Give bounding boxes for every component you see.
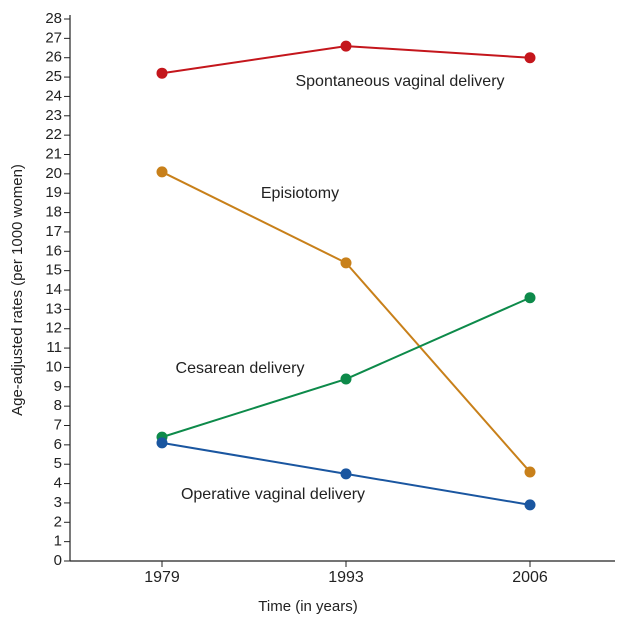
y-tick-label: 0 bbox=[54, 552, 62, 569]
y-axis-label: Age-adjusted rates (per 1000 women) bbox=[9, 164, 26, 416]
data-point bbox=[156, 166, 168, 178]
y-tick-label: 11 bbox=[46, 339, 62, 356]
y-tick-label: 2 bbox=[54, 513, 62, 530]
y-tick-label: 9 bbox=[54, 378, 62, 395]
y-tick-label: 22 bbox=[45, 126, 62, 143]
x-tick-label: 1979 bbox=[144, 569, 180, 586]
y-tick-label: 3 bbox=[54, 494, 62, 511]
y-tick-label: 17 bbox=[45, 223, 62, 240]
series-label: Episiotomy bbox=[261, 185, 339, 202]
y-tick-label: 14 bbox=[45, 281, 62, 298]
data-point bbox=[340, 40, 352, 52]
y-tick-label: 26 bbox=[45, 49, 62, 66]
y-tick-label: 25 bbox=[45, 68, 62, 85]
x-axis-label: Time (in years) bbox=[258, 598, 357, 615]
data-point bbox=[524, 292, 536, 304]
y-tick-label: 16 bbox=[45, 242, 62, 259]
data-point bbox=[524, 466, 536, 478]
data-point bbox=[524, 52, 536, 64]
y-tick-label: 13 bbox=[45, 300, 62, 317]
y-tick-label: 28 bbox=[45, 10, 62, 27]
y-tick-label: 27 bbox=[45, 29, 62, 46]
y-tick-label: 23 bbox=[45, 107, 62, 124]
data-point bbox=[156, 437, 168, 449]
y-tick-label: 20 bbox=[45, 165, 62, 182]
y-tick-label: 12 bbox=[45, 320, 62, 337]
x-tick-label: 1993 bbox=[328, 569, 364, 586]
series-label: Operative vaginal delivery bbox=[181, 486, 365, 503]
y-tick-label: 15 bbox=[45, 262, 62, 279]
y-tick-label: 7 bbox=[54, 416, 62, 433]
data-point bbox=[340, 257, 352, 269]
y-tick-label: 24 bbox=[45, 87, 62, 104]
y-tick-label: 10 bbox=[45, 358, 62, 375]
y-tick-label: 6 bbox=[54, 436, 62, 453]
y-tick-label: 18 bbox=[45, 204, 62, 221]
series-label: Spontaneous vaginal delivery bbox=[295, 73, 504, 90]
y-tick-label: 21 bbox=[45, 145, 62, 162]
data-point bbox=[156, 67, 168, 79]
y-tick-label: 1 bbox=[54, 533, 62, 550]
y-tick-label: 5 bbox=[54, 455, 62, 472]
y-tick-label: 8 bbox=[54, 397, 62, 414]
y-tick-label: 4 bbox=[54, 475, 62, 492]
data-point bbox=[524, 499, 536, 511]
y-tick-label: 19 bbox=[45, 184, 62, 201]
series-label: Cesarean delivery bbox=[176, 360, 305, 377]
data-point bbox=[340, 468, 352, 480]
x-tick-label: 2006 bbox=[512, 569, 548, 586]
data-point bbox=[340, 373, 352, 385]
